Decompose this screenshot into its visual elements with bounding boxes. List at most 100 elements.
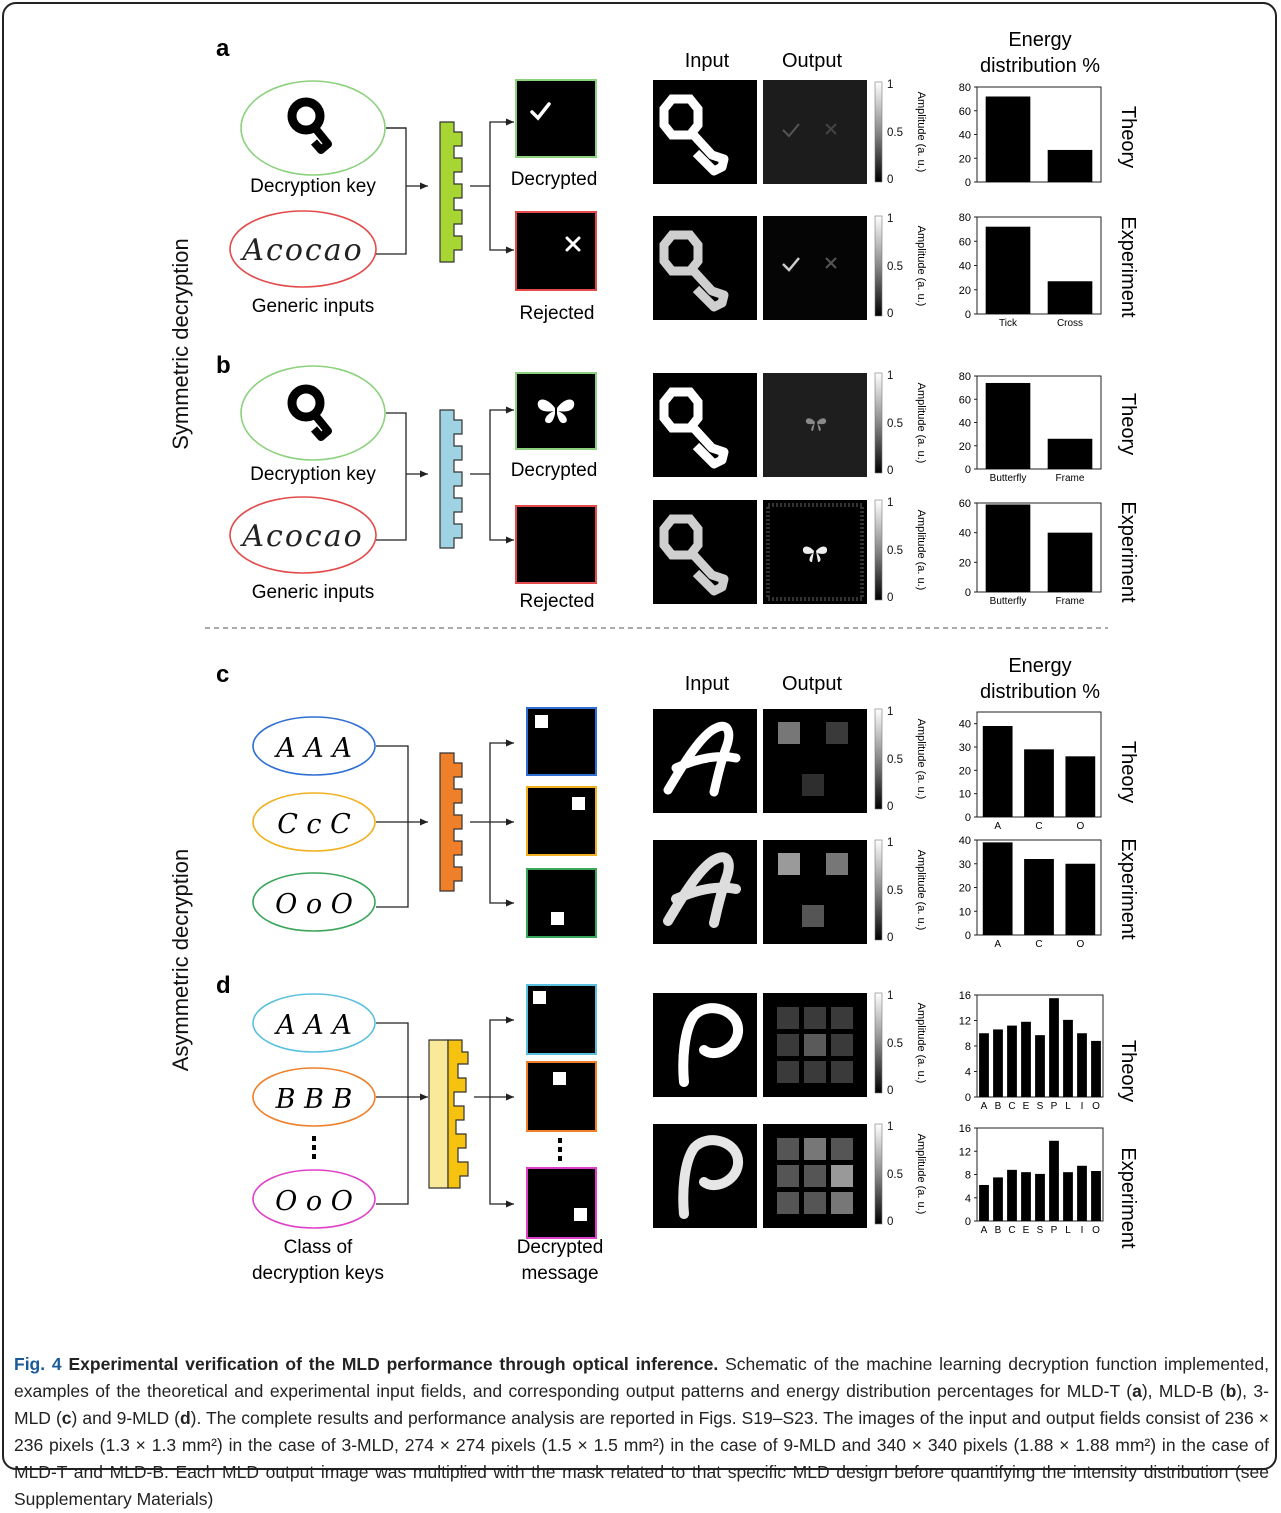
colorbar-tick-label: 0.5 xyxy=(887,545,903,557)
handwritten-O-d: O o O xyxy=(275,1186,353,1217)
bar xyxy=(985,504,1031,592)
figure-border xyxy=(2,2,1277,1470)
category-label: B xyxy=(995,1101,1002,1112)
ellipsis-dots-left xyxy=(312,1136,316,1159)
energy-header-top-1: Energy xyxy=(1008,29,1071,51)
input-image-b-experiment xyxy=(653,500,757,604)
y-tick-label: 0 xyxy=(965,812,971,824)
bar xyxy=(993,1177,1003,1221)
category-label: P xyxy=(1051,1101,1058,1112)
colorbar-axis-label: Amplitude (a. u.) xyxy=(915,510,927,591)
y-tick-label: 12 xyxy=(959,1146,971,1158)
output-image-c-theory xyxy=(763,709,867,813)
category-label: E xyxy=(1023,1225,1030,1236)
key-ellipse-b xyxy=(240,365,386,461)
row-label-theory-b: Theory xyxy=(1117,393,1139,455)
category-label: L xyxy=(1065,1101,1071,1112)
caption-ref-c: c xyxy=(61,1408,72,1428)
y-tick-label: 30 xyxy=(959,859,971,871)
bar xyxy=(1035,1035,1045,1097)
energy-header-bottom-2: distribution % xyxy=(980,681,1100,703)
category-label: E xyxy=(1023,1101,1030,1112)
category-label: O xyxy=(1076,821,1084,832)
decrypted-label-a: Decrypted xyxy=(511,169,598,190)
bar xyxy=(1049,998,1059,1097)
panel-b-schematic: Decryption key Acocao Generic inputs Dec… xyxy=(229,365,597,612)
colorbar-gradient xyxy=(874,81,883,183)
y-tick-label: 8 xyxy=(965,1170,971,1182)
colorbar-tick-label: 0.5 xyxy=(887,127,903,139)
colorbar-tick-label: 0.5 xyxy=(887,418,903,430)
y-tick-label: 40 xyxy=(959,835,971,847)
output-box-c-3 xyxy=(526,868,597,938)
y-tick-label: 0 xyxy=(965,587,971,599)
decrypted-box-a xyxy=(515,79,597,158)
bar xyxy=(982,842,1013,935)
row-label-theory-c: Theory xyxy=(1117,741,1139,803)
colorbar-tick-label: 0 xyxy=(887,308,893,320)
y-tick-label: 10 xyxy=(959,789,971,801)
output-header-top: Output xyxy=(782,50,842,72)
input-ellipse-C xyxy=(252,792,376,852)
bar xyxy=(985,96,1031,182)
row-label-experiment-d: Experiment xyxy=(1117,1147,1139,1249)
input-image-b-theory xyxy=(653,373,757,477)
handwritten-C: C c C xyxy=(277,809,351,840)
branch-c xyxy=(470,742,512,904)
colorbar-axis-label: Amplitude (a. u.) xyxy=(915,383,927,464)
colorbar-tick-label: 0 xyxy=(887,1216,893,1228)
output-spot xyxy=(574,1208,587,1221)
caption-title-text: Experimental verification of the MLD per… xyxy=(68,1354,719,1374)
colorbar-gradient xyxy=(874,992,883,1094)
bar xyxy=(1049,1140,1059,1221)
bar xyxy=(1035,1173,1045,1221)
mld-blue xyxy=(439,409,463,549)
output-image-b-theory xyxy=(763,373,867,477)
colorbar-gradient xyxy=(874,839,883,941)
category-label: S xyxy=(1037,1225,1044,1236)
caption-text-2: ), MLD-B ( xyxy=(1141,1381,1226,1401)
category-label: Cross xyxy=(1057,318,1083,329)
y-tick-label: 20 xyxy=(959,285,971,297)
y-tick-label: 40 xyxy=(959,418,971,430)
output-image-b-experiment xyxy=(763,500,867,604)
panel-d-schematic: A A A B B B O o O Class of decryption ke… xyxy=(252,984,603,1284)
key-ellipse-a xyxy=(240,80,386,176)
input-header-top: Input xyxy=(685,50,730,72)
energy-chart-c-experiment: 0 10 20 30 40 A C O xyxy=(959,835,1102,950)
colorbar: 1 0.5 0 Amplitude (a. u.) xyxy=(874,370,927,477)
category-label: Tick xyxy=(999,318,1018,329)
bar xyxy=(1047,438,1093,469)
category-label: C xyxy=(1008,1101,1015,1112)
output-box-d-3 xyxy=(526,1167,597,1239)
bar xyxy=(1065,863,1096,935)
handwritten-A: A A A xyxy=(273,733,352,764)
output-image-d-experiment xyxy=(763,1124,867,1228)
bar xyxy=(1091,1171,1101,1221)
handwritten-A-d: A A A xyxy=(273,1010,352,1041)
input-ellipse-A-d xyxy=(252,993,376,1053)
y-tick-label: 4 xyxy=(965,1067,971,1079)
category-label: O xyxy=(1092,1101,1100,1112)
colorbar-tick-label: 0.5 xyxy=(887,885,903,897)
bar xyxy=(979,1184,989,1221)
connector-c xyxy=(376,745,428,908)
input-image-d-theory xyxy=(653,993,757,1097)
colorbar-tick-label: 0 xyxy=(887,174,893,186)
bar xyxy=(1024,749,1054,817)
bar xyxy=(1063,1172,1073,1221)
category-label: P xyxy=(1051,1225,1058,1236)
y-tick-label: 0 xyxy=(965,1216,971,1228)
input-image-c-experiment xyxy=(653,840,757,944)
bar xyxy=(985,382,1031,469)
colorbar: 1 0.5 0 Amplitude (a. u.) xyxy=(874,837,927,944)
input-image-a-theory xyxy=(653,80,757,184)
colorbar: 1 0.5 0 Amplitude (a. u.) xyxy=(874,706,927,813)
output-image-a-theory xyxy=(763,80,867,184)
input-ellipse-O xyxy=(252,872,376,932)
y-tick-label: 20 xyxy=(959,441,971,453)
output-image-a-experiment xyxy=(763,216,867,320)
caption-ref-d: d xyxy=(179,1408,191,1428)
energy-chart-d-theory: 0 4 8 12 16 A B C E S P L I O xyxy=(959,990,1104,1112)
output-image-d-theory xyxy=(763,993,867,1097)
